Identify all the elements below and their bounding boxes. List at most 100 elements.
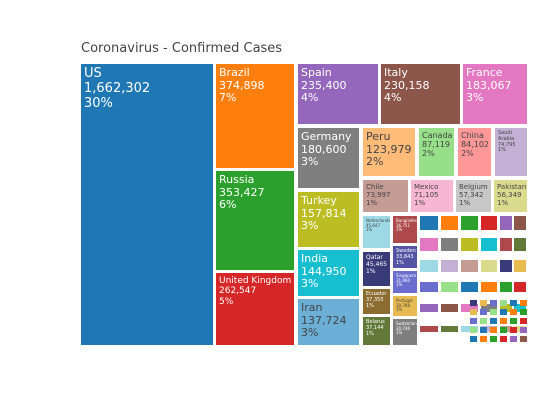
minor-tile[interactable] (490, 336, 497, 342)
minor-tile[interactable] (481, 260, 497, 272)
tile-portugal[interactable]: Portugal 30,788 1% (393, 296, 417, 316)
minor-tile[interactable] (461, 326, 478, 332)
minor-tile[interactable] (500, 300, 507, 306)
minor-tile[interactable] (500, 304, 512, 312)
minor-tile[interactable] (481, 326, 497, 332)
tile-label-russia: Russia 353,427 6% (219, 173, 265, 212)
minor-tile[interactable] (481, 282, 497, 292)
minor-tile[interactable] (500, 238, 512, 251)
minor-tile[interactable] (470, 327, 477, 333)
minor-tile[interactable] (461, 238, 478, 251)
minor-tile[interactable] (441, 238, 458, 251)
minor-tile[interactable] (514, 260, 526, 272)
minor-tile[interactable] (510, 336, 517, 342)
tile-singapore[interactable]: Singapore 31,960 1% (393, 271, 417, 293)
tile-label-belgium: Belgium 57,342 1% (459, 183, 488, 208)
minor-tile[interactable] (441, 304, 458, 312)
minor-tile[interactable] (441, 260, 458, 272)
tile-iran[interactable]: Iran 137,724 3% (298, 299, 359, 345)
tile-spain[interactable]: Spain 235,400 4% (298, 64, 378, 124)
minor-tile[interactable] (470, 309, 477, 315)
minor-tile[interactable] (420, 238, 438, 251)
tile-label-spain: Spain 235,400 4% (301, 66, 347, 105)
minor-tile[interactable] (480, 300, 487, 306)
minor-tile[interactable] (500, 260, 512, 272)
minor-tile[interactable] (461, 282, 478, 292)
minor-tile[interactable] (490, 318, 497, 324)
minor-tile[interactable] (490, 309, 497, 315)
minor-tile[interactable] (441, 326, 458, 332)
minor-tile[interactable] (420, 216, 438, 230)
tile-sweden[interactable]: Sweden 33,843 1% (393, 246, 417, 268)
minor-tile[interactable] (490, 327, 497, 333)
minor-tile[interactable] (514, 238, 526, 251)
minor-tile[interactable] (480, 336, 487, 342)
minor-tile[interactable] (461, 216, 478, 230)
minor-tile[interactable] (520, 300, 527, 306)
minor-tile[interactable] (500, 216, 512, 230)
minor-tile[interactable] (510, 300, 517, 306)
minor-tile[interactable] (420, 260, 438, 272)
tile-belarus[interactable]: Belarus 37,144 1% (363, 317, 390, 345)
tile-italy[interactable]: Italy 230,158 4% (381, 64, 460, 124)
tile-india[interactable]: India 144,950 3% (298, 250, 359, 296)
tile-belgium[interactable]: Belgium 57,342 1% (456, 180, 491, 212)
tile-germany[interactable]: Germany 180,600 3% (298, 128, 359, 188)
minor-tile[interactable] (441, 282, 458, 292)
tile-france[interactable]: France 183,067 3% (463, 64, 527, 124)
tile-bangladesh[interactable]: Bangladesh 36,751 1% (393, 216, 417, 243)
minor-tile[interactable] (520, 336, 527, 342)
minor-tile[interactable] (500, 336, 507, 342)
minor-tile[interactable] (461, 304, 478, 312)
minor-tile[interactable] (470, 318, 477, 324)
tile-label-brazil: Brazil 374,898 7% (219, 66, 265, 105)
minor-tile[interactable] (420, 326, 438, 332)
tile-turkey[interactable]: Turkey 157,814 3% (298, 192, 359, 247)
minor-tile[interactable] (470, 300, 477, 306)
tile-brazil[interactable]: Brazil 374,898 7% (216, 64, 294, 168)
tile-united-kingdom[interactable]: United Kingdom 262,547 5% (216, 273, 294, 345)
minor-tile[interactable] (481, 238, 497, 251)
minor-tile[interactable] (500, 318, 507, 324)
tile-mexico[interactable]: Mexico 71,105 1% (411, 180, 453, 212)
tile-chile[interactable]: Chile 73,997 1% (363, 180, 408, 212)
minor-tile[interactable] (480, 309, 487, 315)
tile-russia[interactable]: Russia 353,427 6% (216, 171, 294, 270)
tile-qatar[interactable]: Qatar 45,465 1% (363, 252, 390, 286)
minor-tile[interactable] (520, 327, 527, 333)
minor-tile[interactable] (480, 327, 487, 333)
minor-tile[interactable] (520, 309, 527, 315)
minor-tile[interactable] (470, 336, 477, 342)
minor-tile[interactable] (514, 216, 526, 230)
minor-tile[interactable] (420, 282, 438, 292)
minor-tile[interactable] (500, 327, 507, 333)
tile-china[interactable]: China 84,102 2% (458, 128, 491, 176)
tile-canada[interactable]: Canada 87,119 2% (419, 128, 454, 176)
tile-ecuador[interactable]: Ecuador 37,355 1% (363, 289, 390, 314)
minor-tile[interactable] (490, 300, 497, 306)
minor-tile[interactable] (514, 304, 526, 312)
minor-tile[interactable] (500, 309, 507, 315)
tile-pakistan[interactable]: Pakistan 56,349 1% (494, 180, 527, 212)
minor-tile[interactable] (461, 260, 478, 272)
minor-tile[interactable] (420, 304, 438, 312)
minor-tile[interactable] (510, 327, 517, 333)
minor-tile[interactable] (500, 282, 512, 292)
minor-tile[interactable] (514, 282, 526, 292)
tile-netherlands[interactable]: Netherlands 45,647 1% (363, 216, 390, 248)
tile-label-pakistan: Pakistan 56,349 1% (497, 183, 527, 208)
tile-switzerland[interactable]: Switzerland 30,746 1% (393, 319, 417, 345)
minor-tile[interactable] (510, 309, 517, 315)
tile-saudi-arabia[interactable]: Saudi Arabia 74,795 1% (495, 128, 527, 176)
minor-tile[interactable] (520, 318, 527, 324)
minor-tile[interactable] (510, 318, 517, 324)
tile-label-belarus: Belarus 37,144 1% (366, 319, 385, 337)
minor-tile[interactable] (481, 216, 497, 230)
minor-tile[interactable] (481, 304, 497, 312)
minor-tile[interactable] (480, 318, 487, 324)
tile-label-qatar: Qatar 45,465 1% (366, 254, 387, 275)
tile-us[interactable]: US 1,662,302 30% (81, 64, 213, 345)
minor-tile[interactable] (441, 216, 458, 230)
tile-label-ecuador: Ecuador 37,355 1% (366, 291, 387, 309)
tile-peru[interactable]: Peru 123,979 2% (363, 128, 415, 176)
